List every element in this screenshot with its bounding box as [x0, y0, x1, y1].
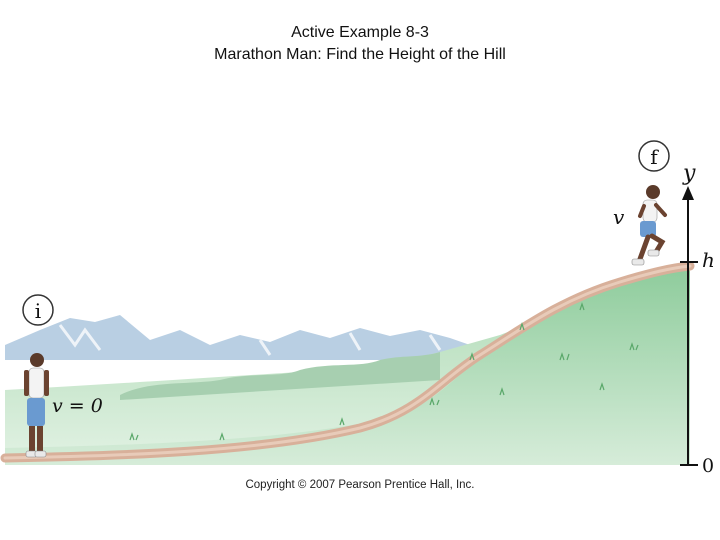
- title-line-2: Marathon Man: Find the Height of the Hil…: [214, 46, 506, 63]
- initial-marker-circle: [22, 294, 54, 326]
- runner-final: [631, 185, 667, 266]
- zero-label: 0: [702, 455, 714, 477]
- tree-line: [120, 352, 440, 400]
- final-marker-label: f: [650, 145, 659, 169]
- initial-marker-label: i: [35, 299, 41, 323]
- initial-velocity-label: v = 0: [52, 395, 103, 417]
- title-line-1: Active Example 8-3: [291, 24, 429, 41]
- y-axis-label: y: [682, 161, 696, 186]
- height-label: h: [702, 248, 715, 272]
- runner-initial: [24, 353, 49, 458]
- mountain-highlights: [58, 324, 442, 356]
- mountains: [5, 315, 480, 360]
- grass-tufts: [129, 302, 639, 441]
- y-axis-arrowhead: [682, 186, 694, 200]
- copyright-text: Copyright © 2007 Pearson Prentice Hall, …: [245, 479, 475, 491]
- hill: [5, 262, 690, 465]
- final-velocity-label: v: [613, 205, 625, 229]
- final-marker-circle: [638, 140, 670, 172]
- copyright-notice: Copyright © 2007 Pearson Prentice Hall, …: [0, 479, 720, 491]
